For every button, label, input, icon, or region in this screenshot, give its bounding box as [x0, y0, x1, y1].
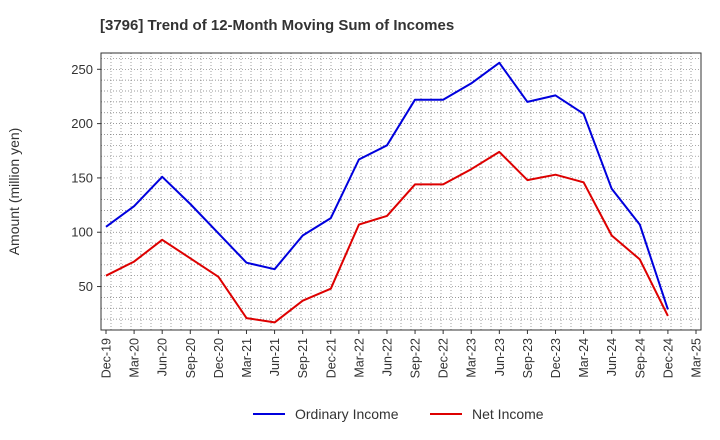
legend: Ordinary Income Net Income — [253, 406, 544, 422]
data-point — [581, 111, 586, 116]
data-point — [497, 149, 502, 154]
data-point — [581, 180, 586, 185]
series-line-ordinary-income — [105, 61, 669, 310]
data-point — [356, 157, 361, 162]
data-point — [328, 216, 333, 221]
data-point — [104, 273, 109, 278]
data-point — [356, 222, 361, 227]
x-tick-label: Dec-22 — [437, 338, 451, 378]
data-point — [609, 233, 614, 238]
x-tick-label: Mar-22 — [352, 338, 366, 378]
x-tick-label: Dec-21 — [324, 338, 338, 378]
x-tick-label: Dec-23 — [549, 338, 563, 378]
data-point — [441, 97, 446, 102]
x-tick-label: Jun-22 — [380, 338, 394, 376]
data-point — [637, 257, 642, 262]
data-point — [525, 99, 530, 104]
data-point — [413, 97, 418, 102]
data-point — [272, 267, 277, 272]
data-point — [216, 274, 221, 279]
legend-label: Net Income — [472, 406, 544, 422]
data-point — [132, 259, 137, 264]
x-tick-label: Jun-20 — [156, 338, 170, 376]
y-tick-label: 200 — [71, 116, 93, 131]
x-tick-label: Jun-24 — [605, 338, 619, 376]
chart-title: [3796] Trend of 12-Month Moving Sum of I… — [100, 17, 454, 34]
data-point — [553, 172, 558, 177]
data-point — [188, 256, 193, 261]
grid — [101, 53, 701, 330]
data-point — [300, 233, 305, 238]
x-tick-label: Jun-23 — [493, 338, 507, 376]
x-tick-label: Mar-20 — [128, 338, 142, 378]
x-tick-label: Mar-23 — [465, 338, 479, 378]
series-line-net-income — [105, 150, 669, 324]
data-point — [300, 298, 305, 303]
data-point — [469, 167, 474, 172]
data-point — [244, 260, 249, 265]
data-point — [497, 60, 502, 65]
data-point — [441, 182, 446, 187]
data-point — [384, 143, 389, 148]
data-point — [272, 320, 277, 325]
data-point — [188, 201, 193, 206]
plot-area — [100, 52, 702, 331]
x-tick-label: Jun-21 — [268, 338, 282, 376]
data-point — [160, 237, 165, 242]
y-tick-label: 50 — [79, 279, 93, 294]
x-tick-label: Sep-24 — [633, 338, 647, 378]
data-point — [132, 204, 137, 209]
x-tick-label: Sep-21 — [296, 338, 310, 378]
data-point — [665, 313, 670, 318]
y-axis: 50 100 150 200 250 — [71, 62, 101, 294]
x-axis: Dec-19 Mar-20 Jun-20 Sep-20 Dec-20 Mar-21 Jun-… — [100, 330, 704, 378]
y-axis-label: Amount (million yen) — [6, 128, 22, 256]
data-point — [160, 174, 165, 179]
x-tick-label: Sep-23 — [521, 338, 535, 378]
series-group — [104, 60, 670, 325]
data-point — [216, 231, 221, 236]
data-point — [244, 316, 249, 321]
data-point — [469, 81, 474, 86]
data-point — [384, 213, 389, 218]
x-tick-label: Dec-20 — [212, 338, 226, 378]
x-tick-label: Mar-24 — [577, 338, 591, 378]
x-tick-label: Sep-20 — [184, 338, 198, 378]
y-tick-label: 150 — [71, 170, 93, 185]
y-tick-label: 100 — [71, 225, 93, 240]
data-point — [609, 186, 614, 191]
data-point — [104, 224, 109, 229]
x-tick-label: Dec-24 — [661, 338, 675, 378]
data-point — [637, 222, 642, 227]
y-tick-label: 250 — [71, 62, 93, 77]
legend-label: Ordinary Income — [295, 406, 399, 422]
data-point — [413, 182, 418, 187]
x-tick-label: Dec-19 — [100, 338, 114, 378]
data-point — [328, 286, 333, 291]
data-point — [553, 93, 558, 98]
x-tick-label: Mar-21 — [240, 338, 254, 378]
x-tick-label: Sep-22 — [409, 338, 423, 378]
x-tick-label: Mar-25 — [690, 338, 704, 378]
data-point — [525, 178, 530, 183]
